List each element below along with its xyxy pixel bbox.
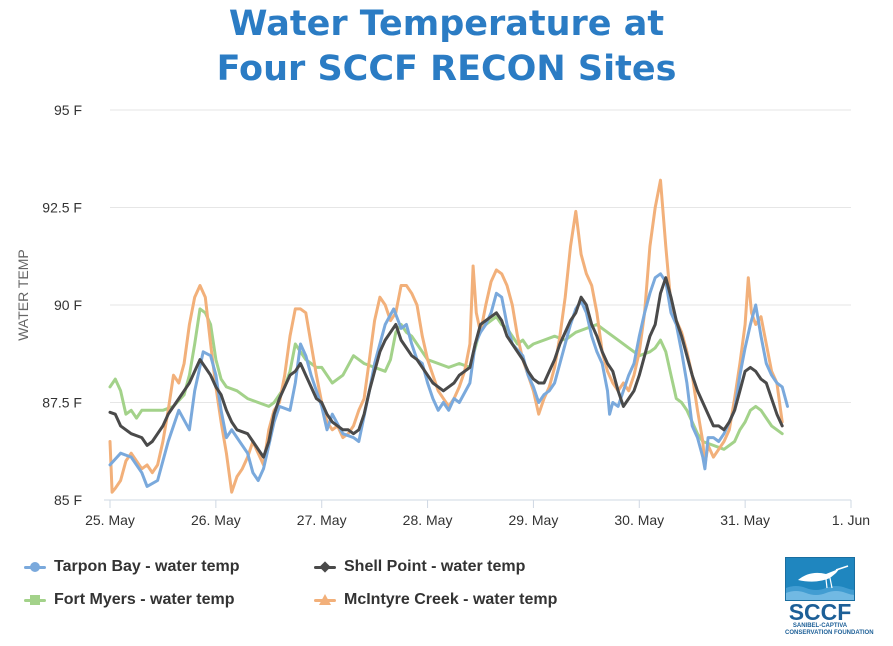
legend-item-fort-myers[interactable]: Fort Myers - water temp [24, 591, 234, 609]
legend-item-tarpon-bay[interactable]: Tarpon Bay - water temp [24, 558, 240, 576]
chart-title-line-2: Four SCCF RECON Sites [216, 49, 677, 89]
legend-symbol-fort-myers [24, 593, 46, 607]
y-axis-title: WATER TEMP [15, 249, 31, 341]
logo-text: SCCF [788, 599, 852, 625]
x-tick-label: 28. May [403, 512, 453, 528]
legend-label-shell-point: Shell Point - water temp [344, 558, 526, 575]
y-tick-label: 85 F [54, 492, 82, 508]
series-line-shell-point [108, 276, 784, 459]
y-tick-label: 95 F [54, 102, 82, 118]
series-lines [108, 178, 789, 494]
logo-subtitle-line-2: CONSERVATION FOUNDATION [785, 630, 874, 636]
y-axis-tick-labels: 85 F 87.5 F 90 F 92.5 F 95 F [42, 102, 82, 508]
legend-symbol-tarpon-bay [24, 560, 46, 574]
legend-symbol-shell-point [314, 560, 336, 574]
gridlines [110, 109, 851, 403]
x-tick-label: 27. May [297, 512, 347, 528]
legend-item-shell-point[interactable]: Shell Point - water temp [314, 558, 525, 576]
x-tick-label: 1. Jun [832, 512, 870, 528]
x-axis: 25. May 26. May 27. May 28. May 29. May 30. M… [85, 499, 870, 528]
chart-title: Water Temperature at Four SCCF RECON Sit… [0, 2, 893, 92]
logo-subtitle: SANIBEL-CAPTIVA CONSERVATION FOUNDATION [785, 623, 874, 637]
legend-label-tarpon-bay: Tarpon Bay - water temp [54, 558, 240, 575]
x-tick-label: 26. May [191, 512, 241, 528]
legend-item-mcintyre-creek[interactable]: McIntyre Creek - water temp [314, 591, 557, 609]
logo-subtitle-line-1: SANIBEL-CAPTIVA [792, 623, 848, 629]
x-tick-label: 31. May [720, 512, 770, 528]
x-tick-label: 29. May [509, 512, 559, 528]
chart-title-line-1: Water Temperature at [228, 4, 665, 44]
series-line-tarpon-bay [108, 272, 789, 488]
series-line-fort-myers [108, 307, 784, 451]
x-tick-label: 30. May [614, 512, 664, 528]
legend-symbol-mcintyre-creek [314, 593, 336, 607]
y-tick-label: 92.5 F [42, 200, 82, 216]
x-tick-label: 25. May [85, 512, 135, 528]
legend-label-fort-myers: Fort Myers - water temp [54, 591, 235, 608]
y-tick-label: 87.5 F [42, 395, 82, 411]
heron-logo-icon [785, 557, 855, 601]
y-tick-label: 90 F [54, 297, 82, 313]
legend-label-mcintyre-creek: McIntyre Creek - water temp [344, 591, 558, 608]
sccf-logo: SCCF SANIBEL-CAPTIVA CONSERVATION FOUNDA… [785, 557, 874, 637]
